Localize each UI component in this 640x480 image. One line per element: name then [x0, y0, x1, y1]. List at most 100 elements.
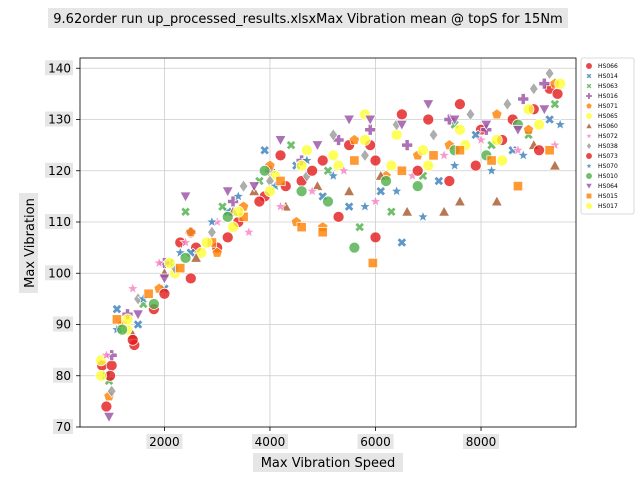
y-tick-label: 140	[48, 61, 71, 75]
legend-item-hs038: HS038	[585, 141, 618, 151]
y-tick-label-bg	[45, 60, 73, 76]
data-point	[516, 148, 530, 161]
x-tick-label: 6000	[360, 435, 391, 449]
legend-label: HS071	[598, 103, 618, 110]
data-point	[396, 165, 407, 176]
data-point	[259, 145, 270, 156]
data-point	[433, 175, 445, 187]
legend-item-hs015: HS015	[585, 192, 618, 200]
data-point	[358, 199, 372, 213]
data-point	[258, 164, 271, 177]
data-point	[548, 159, 561, 171]
data-point	[411, 164, 424, 177]
legend-frame	[580, 57, 635, 215]
data-point	[538, 77, 551, 90]
data-point	[326, 169, 340, 182]
legend-label: HS066	[598, 63, 618, 70]
data-point	[242, 225, 256, 238]
data-point	[416, 210, 430, 223]
legend-marker	[585, 72, 593, 80]
data-point	[95, 369, 107, 382]
legend-item-hs066: HS066	[585, 62, 618, 70]
data-point	[417, 144, 429, 157]
legend-marker	[585, 62, 593, 70]
data-point	[401, 205, 414, 217]
data-point	[179, 235, 192, 248]
legend-marker	[585, 192, 593, 200]
data-point	[158, 287, 171, 300]
data-point	[99, 348, 113, 361]
data-point	[469, 159, 482, 172]
data-point	[474, 133, 488, 146]
legend-label: HS014	[598, 73, 618, 80]
data-point	[359, 134, 371, 146]
legend-marker	[585, 172, 593, 180]
legend-label: HS070	[598, 163, 618, 170]
data-point	[179, 191, 192, 203]
data-point	[158, 273, 171, 285]
data-point	[316, 154, 329, 167]
legend-label: HS017	[598, 203, 618, 210]
data-point	[274, 199, 287, 213]
data-point	[496, 154, 508, 167]
data-point	[551, 88, 564, 100]
legend-item-hs064: HS064	[585, 183, 618, 191]
x-tick-label: 2000	[149, 435, 180, 449]
data-point	[295, 185, 308, 198]
data-point	[390, 184, 404, 197]
legend-label: HS010	[598, 173, 618, 180]
data-point	[232, 205, 245, 218]
chart-title: 9.62order run up_processed_results.xlsxM…	[53, 12, 562, 27]
data-point	[364, 114, 377, 126]
legend-label: HS063	[598, 83, 618, 90]
series-hs072	[99, 133, 562, 361]
legend: HS066 HS014 HS063 HS016 HS071 HS065 HS060 HS072…	[580, 57, 635, 215]
chart-title-group: 9.62order run up_processed_results.xlsxM…	[48, 8, 568, 28]
data-point	[375, 186, 387, 197]
data-point	[538, 104, 551, 116]
legend-item-hs060: HS060	[585, 121, 618, 130]
data-point	[231, 189, 245, 202]
data-point	[396, 237, 408, 248]
data-point	[238, 179, 249, 193]
data-point	[143, 288, 154, 299]
data-point	[522, 103, 535, 116]
y-tick-label-bg	[45, 214, 73, 229]
data-point	[295, 159, 308, 172]
data-point	[437, 148, 451, 161]
data-point	[454, 145, 465, 156]
data-point	[428, 150, 439, 161]
data-point	[305, 184, 319, 197]
data-point	[275, 175, 286, 187]
data-point	[211, 246, 223, 258]
data-point	[380, 175, 392, 187]
legend-label: HS064	[598, 183, 618, 190]
data-point	[395, 119, 408, 131]
legend-label: HS073	[598, 153, 618, 160]
y-tick-label-bg	[45, 265, 73, 281]
legend-item-hs014: HS014	[585, 72, 618, 80]
legend-label: HS065	[598, 113, 618, 120]
legend-item-hs063: HS063	[585, 82, 618, 90]
data-point	[343, 185, 356, 196]
data-point	[227, 221, 239, 233]
legend-marker	[585, 202, 593, 210]
data-points	[95, 66, 567, 423]
x-tick-label: 4000	[255, 435, 286, 449]
x-axis-ticks: 2000 4000 6000 8000	[146, 427, 500, 449]
legend-marker	[584, 131, 594, 140]
legend-label: HS015	[598, 193, 618, 200]
data-point	[396, 108, 408, 121]
legend-marker	[585, 121, 593, 129]
data-point	[322, 165, 334, 176]
plot-frame	[79, 57, 577, 428]
legend-item-hs016: HS016	[585, 92, 618, 100]
data-point	[100, 400, 113, 413]
legend-marker	[585, 102, 593, 110]
data-point	[126, 334, 139, 346]
data-point	[274, 149, 287, 162]
data-point	[364, 123, 377, 136]
data-point	[296, 222, 307, 233]
data-point	[306, 164, 319, 177]
data-point	[437, 205, 451, 217]
